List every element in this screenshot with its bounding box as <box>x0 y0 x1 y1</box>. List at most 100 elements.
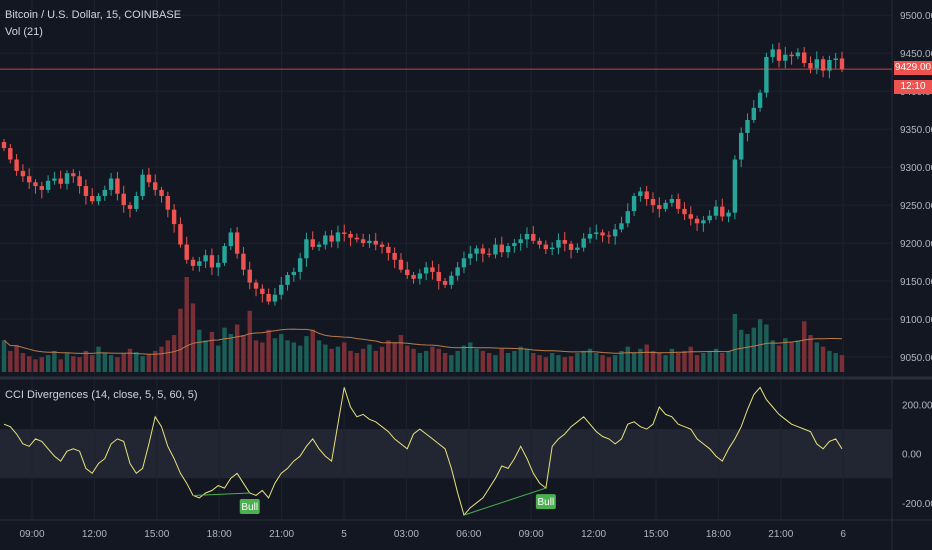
volume-bar <box>1 340 7 372</box>
time-tick-label: 18:00 <box>706 529 731 540</box>
volume-bar <box>783 338 788 372</box>
candle-body <box>581 238 586 248</box>
candle-body <box>789 54 794 57</box>
candle-body <box>644 191 649 200</box>
candle <box>423 261 429 281</box>
cci-legend[interactable]: CCI Divergences (14, close, 5, 5, 60, 5) <box>5 389 198 401</box>
divergence-line <box>193 492 250 496</box>
candle-body <box>297 258 303 272</box>
candle-body <box>228 232 234 247</box>
volume-bar <box>455 350 460 372</box>
candle <box>461 251 467 274</box>
volume-bar <box>757 319 763 372</box>
candle-body <box>568 243 574 250</box>
candle-body <box>96 195 101 202</box>
candle-body <box>442 281 448 285</box>
candle-body <box>52 178 57 181</box>
candle <box>713 199 719 220</box>
candle <box>367 234 372 248</box>
candle-body <box>757 92 763 108</box>
candle-body <box>575 247 580 250</box>
volume-bar <box>20 353 26 372</box>
time-tick-label: 21:00 <box>768 529 793 540</box>
candle <box>493 237 498 259</box>
candle-body <box>814 59 820 69</box>
candle <box>518 233 523 251</box>
volume-bar <box>430 346 435 372</box>
volume-bar <box>770 340 775 372</box>
candle <box>405 261 410 279</box>
candle <box>14 154 19 176</box>
candle <box>279 276 284 300</box>
candle <box>587 227 593 244</box>
price-tick-label: 9350.00 <box>900 125 932 136</box>
candle <box>581 233 586 252</box>
candle-body <box>316 244 322 247</box>
candle <box>411 271 416 284</box>
volume-bar <box>480 350 486 372</box>
candle-body <box>115 178 120 194</box>
candle <box>348 230 353 247</box>
volume-bar <box>140 356 145 372</box>
volume-bar <box>833 353 838 372</box>
candle-body <box>291 271 297 275</box>
volume-bar <box>115 357 120 372</box>
volume-bar <box>619 350 624 372</box>
candle-body <box>707 215 712 221</box>
candle <box>537 237 542 249</box>
candle <box>190 256 196 271</box>
candle <box>304 232 309 267</box>
time-tick-label: 06:00 <box>456 529 481 540</box>
candle-body <box>348 233 353 238</box>
candle <box>531 226 536 244</box>
candle <box>669 194 675 207</box>
time-axis[interactable]: 09:00 12:00 15:00 18:00 21:00 5 03:00 06:00 09:0… <box>19 529 846 540</box>
candle <box>64 170 70 190</box>
volume-bar <box>241 335 246 372</box>
volume-bar <box>77 357 82 372</box>
candle <box>524 227 530 248</box>
volume-bar <box>524 348 530 372</box>
candle <box>512 238 517 253</box>
candle-body <box>531 233 536 241</box>
candle-body <box>392 252 397 260</box>
candle-body <box>480 248 486 254</box>
time-tick-label: 12:00 <box>82 529 107 540</box>
candle <box>266 288 271 305</box>
candle-body <box>354 237 360 240</box>
volume-bar <box>52 350 57 372</box>
candle <box>442 278 448 288</box>
divergence-label-box <box>535 494 556 510</box>
price-tick-label: 9150.00 <box>900 277 932 288</box>
volume-legend[interactable]: Vol (21) <box>5 26 43 38</box>
volume-bar <box>335 346 341 372</box>
candle-body <box>197 261 202 266</box>
candle <box>543 240 549 255</box>
volume-bar <box>474 348 479 372</box>
volume-bar <box>657 353 662 372</box>
symbol-legend[interactable]: Bitcoin / U.S. Dollar, 15, COINBASE <box>5 9 182 21</box>
volume-bar <box>411 348 416 372</box>
volume-bar <box>549 353 555 372</box>
candle-body <box>71 173 76 177</box>
candle <box>644 185 649 206</box>
volume-bar <box>222 327 227 372</box>
candle-body <box>77 176 82 187</box>
volume-bar <box>688 346 693 372</box>
candle-body <box>474 248 479 254</box>
time-tick-label: 09:00 <box>519 529 544 540</box>
candle-body <box>310 239 315 247</box>
time-tick-label: 09:00 <box>19 529 44 540</box>
volume-bar <box>606 357 612 372</box>
candle <box>417 269 423 285</box>
volume-bar <box>108 355 114 372</box>
volume-bar <box>776 345 782 372</box>
candle-body <box>241 253 246 270</box>
volume-bar <box>272 338 278 372</box>
candle-body <box>493 244 498 255</box>
cci-axis[interactable]: 200.00 0.00 -200.00 <box>902 401 932 510</box>
candle <box>45 175 51 193</box>
volume-bar <box>701 353 706 372</box>
candle-body <box>827 60 832 71</box>
